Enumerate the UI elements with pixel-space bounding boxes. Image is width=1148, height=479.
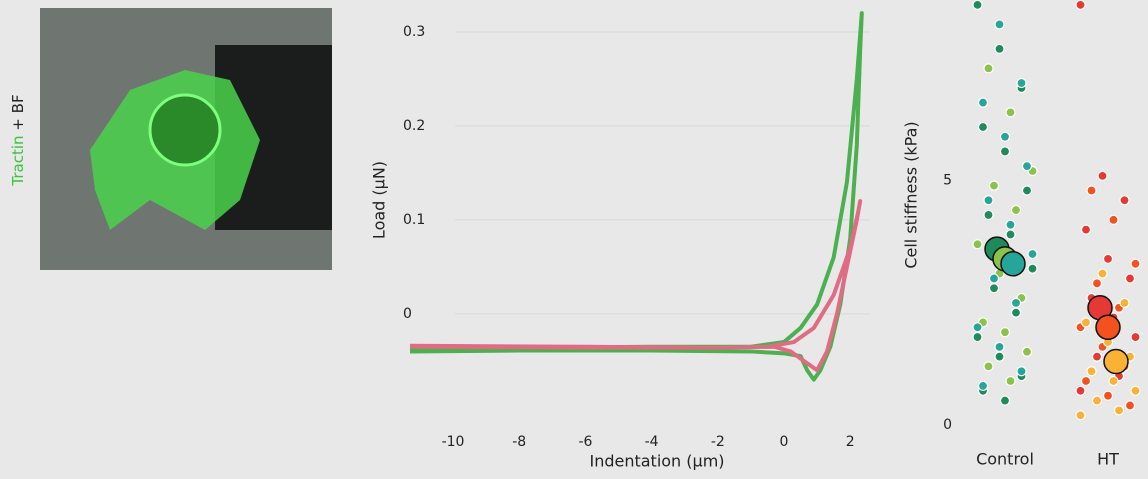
- replicate-mean: [1095, 314, 1121, 341]
- cell-dot: [1027, 263, 1038, 274]
- cell-dot: [999, 131, 1011, 142]
- cell-dot: [1080, 317, 1092, 328]
- cell-dot: [1124, 273, 1136, 284]
- y-tick-label: 0: [403, 306, 412, 322]
- y-axis-label: Cell stiffness (kPa): [902, 121, 921, 268]
- cell-dot: [1097, 268, 1108, 279]
- cell-dot: [977, 380, 989, 392]
- load-curve: [409, 11, 864, 382]
- cell-dot: [1005, 219, 1016, 230]
- cell-dot: [1021, 185, 1033, 196]
- cell-dot: [1021, 160, 1033, 172]
- category-label: Control: [976, 450, 1034, 469]
- cell-dot: [1124, 400, 1136, 411]
- x-tick-label: 2: [846, 434, 855, 450]
- cell-dot: [1091, 351, 1103, 362]
- y-tick-label: 0.2: [403, 118, 425, 134]
- cell-dot: [1113, 405, 1125, 416]
- cell-dot: [1086, 366, 1097, 377]
- cell-dot: [983, 361, 994, 372]
- cell-dot: [972, 239, 983, 250]
- cell-dot: [1080, 375, 1092, 387]
- cell-dot: [1130, 331, 1141, 343]
- cell-dot: [988, 273, 1000, 284]
- cell-dot: [1075, 0, 1086, 10]
- cell-dot: [1027, 248, 1038, 260]
- label-stain: Tractin: [9, 135, 27, 186]
- cell-dot: [983, 209, 994, 221]
- cell-dot: [1005, 229, 1016, 240]
- x-tick-label: -6: [578, 434, 592, 450]
- cell-dot: [1091, 395, 1103, 406]
- cell-dot: [999, 327, 1011, 338]
- cell-dot: [983, 63, 994, 74]
- cell-dot: [1130, 385, 1141, 396]
- replicate-mean: [1000, 251, 1026, 277]
- cell-dot: [1108, 214, 1119, 225]
- x-tick-label: -8: [512, 434, 526, 450]
- cell-dot: [1086, 185, 1097, 196]
- y-tick-label: 0: [943, 417, 952, 433]
- label-suffix: + BF: [9, 94, 27, 130]
- y-tick-label: 5: [943, 173, 952, 189]
- cell-dot: [994, 43, 1005, 54]
- y-tick-label: 0.1: [403, 212, 425, 228]
- x-tick-label: -10: [442, 434, 465, 450]
- cell-dot: [972, 0, 983, 10]
- cell-dot: [1075, 385, 1086, 396]
- cell-dot: [972, 322, 983, 333]
- cell-dot: [1119, 297, 1130, 308]
- cell-dot: [1102, 253, 1114, 265]
- cell-dot: [977, 121, 989, 133]
- cell-dot: [1097, 170, 1108, 181]
- x-tick-label: -4: [645, 434, 659, 450]
- cell-dot: [983, 195, 994, 206]
- micrograph: [40, 8, 332, 270]
- cell-dot: [1130, 258, 1141, 269]
- cell-dot: [988, 180, 1000, 191]
- cell-dot: [1119, 195, 1130, 206]
- cell-dot: [1010, 297, 1022, 308]
- x-tick-label: -2: [711, 434, 725, 450]
- cell-dot: [1108, 375, 1119, 387]
- panel-label: Tractin + BF: [9, 94, 27, 186]
- y-axis-label: Load (μN): [370, 161, 389, 239]
- cell-dot: [1102, 390, 1114, 401]
- cell-dot: [1010, 307, 1022, 318]
- cell-dot: [1021, 346, 1033, 357]
- cell-dot: [972, 331, 983, 343]
- cell-dot: [999, 395, 1011, 406]
- cell-dot: [1005, 375, 1016, 387]
- x-tick-label: 0: [780, 434, 789, 450]
- cell-dot: [994, 351, 1005, 362]
- cell-dot: [1005, 107, 1016, 118]
- cell-dot: [1091, 278, 1103, 289]
- category-label: HT: [1097, 450, 1119, 469]
- cell-dot: [1016, 366, 1027, 377]
- y-tick-label: 0.3: [403, 24, 425, 40]
- cell-dot: [988, 283, 1000, 294]
- cell-dot: [1075, 410, 1086, 421]
- load-curve: [409, 199, 863, 373]
- cell-dot: [994, 341, 1005, 352]
- x-axis-label: Indentation (μm): [589, 452, 724, 471]
- cell-dot: [1016, 77, 1027, 89]
- cell-dot: [977, 97, 989, 108]
- cell-dot: [1010, 204, 1022, 216]
- replicate-mean: [1103, 348, 1129, 375]
- cell-dot: [999, 146, 1011, 157]
- cell-dot: [994, 19, 1005, 30]
- cell-dot: [1080, 224, 1092, 235]
